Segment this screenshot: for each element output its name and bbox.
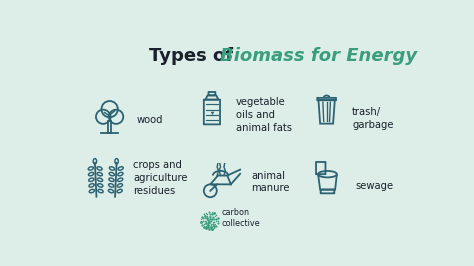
Bar <box>108 121 111 133</box>
Text: Types of: Types of <box>149 47 239 65</box>
Text: sewage: sewage <box>356 181 393 191</box>
Text: wood: wood <box>137 115 163 126</box>
Text: vegetable
oils and
animal fats: vegetable oils and animal fats <box>236 97 292 133</box>
Text: carbon
collective: carbon collective <box>222 208 261 228</box>
Text: trash/
garbage: trash/ garbage <box>352 107 394 130</box>
Text: Biomass for Energy: Biomass for Energy <box>219 47 417 65</box>
Text: crops and
agriculture
residues: crops and agriculture residues <box>133 160 187 196</box>
Text: animal
manure: animal manure <box>251 171 290 193</box>
